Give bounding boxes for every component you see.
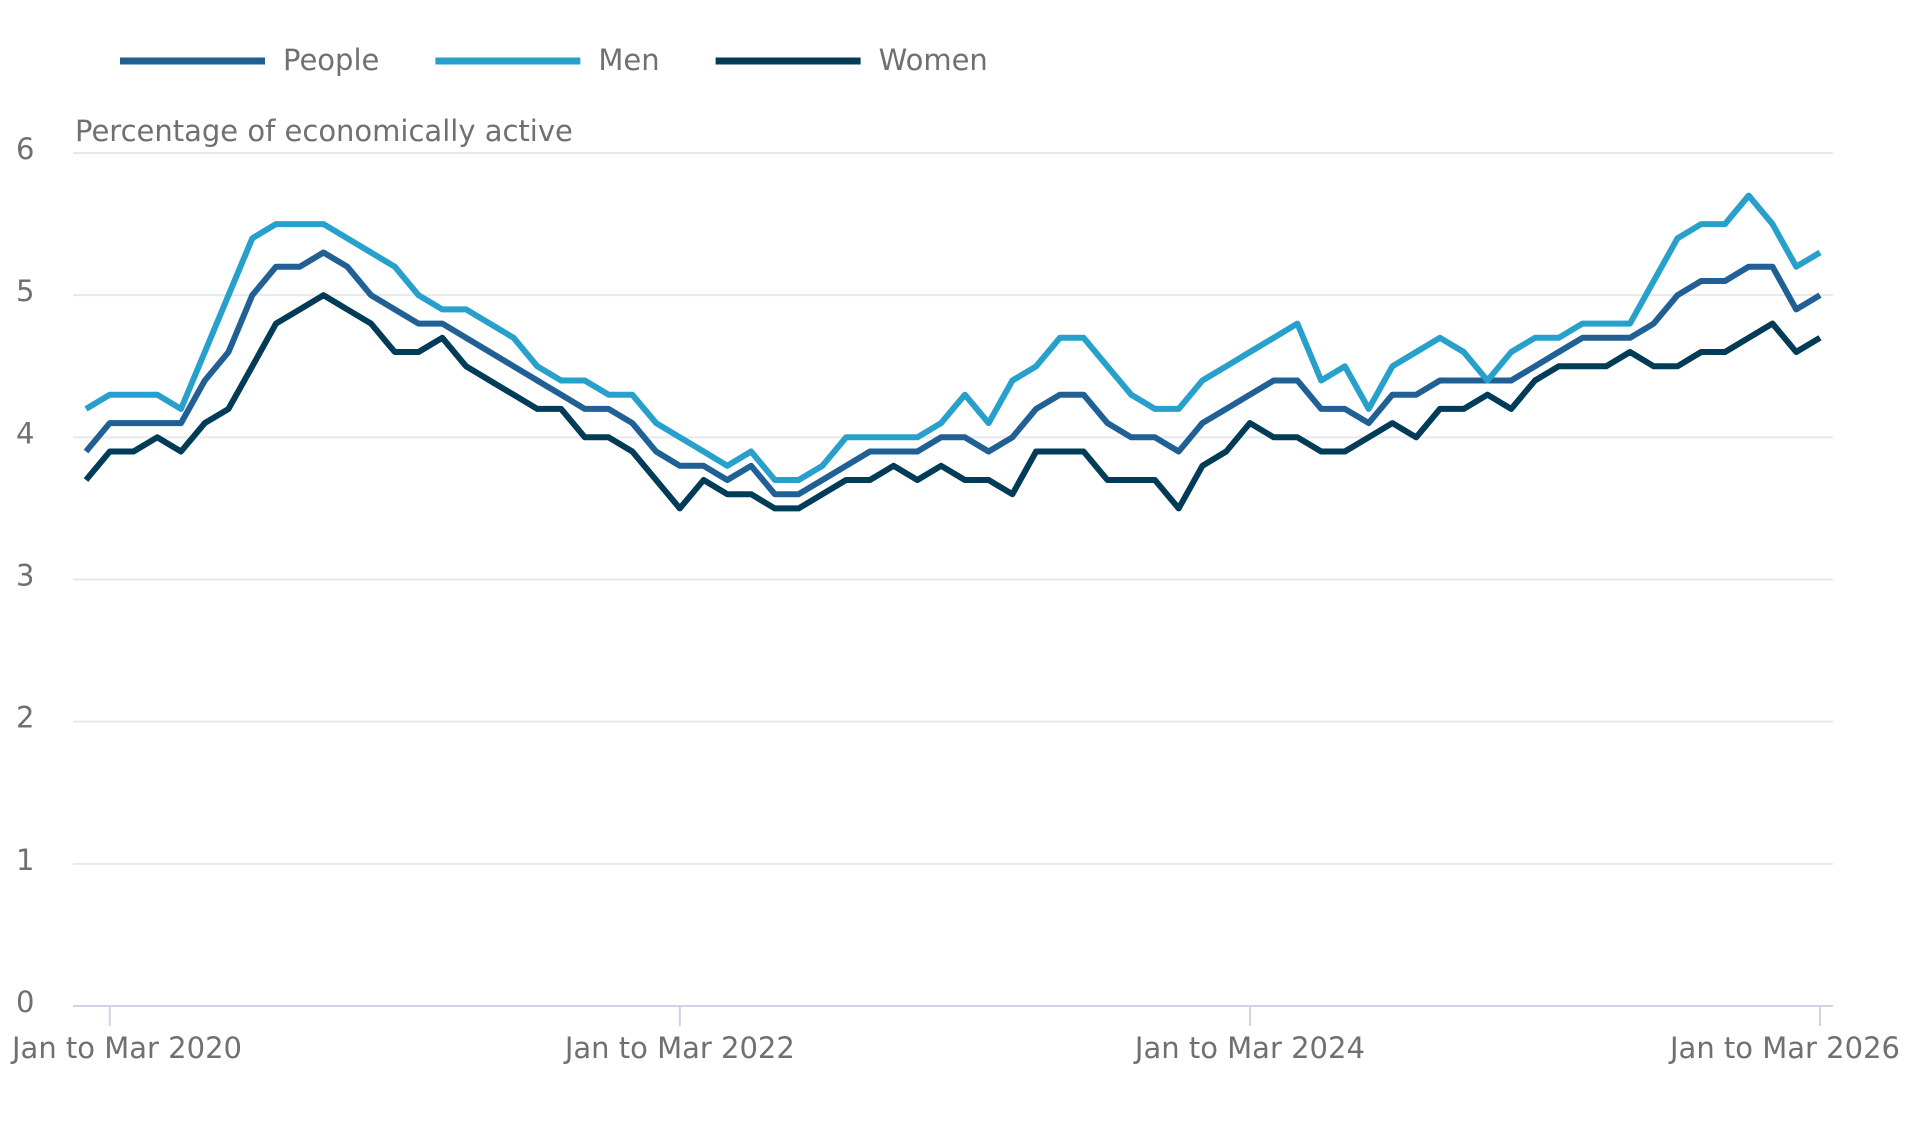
x-tick-label: Jan to Mar 2022 <box>563 1031 795 1065</box>
y-axis-label: Percentage of economically active <box>75 114 573 148</box>
series-line <box>83 249 1822 498</box>
x-tick-label: Jan to Mar 2020 <box>10 1031 242 1065</box>
y-tick-label: 3 <box>16 559 34 593</box>
y-tick-label: 1 <box>16 843 34 877</box>
x-tick-label: Jan to Mar 2024 <box>1133 1031 1365 1065</box>
y-tick-label: 5 <box>16 274 34 308</box>
x-tick-label: Jan to Mar 2026 <box>1668 1031 1900 1065</box>
legend-label: People <box>283 43 379 77</box>
y-tick-label: 6 <box>16 132 34 166</box>
legend-label: Men <box>598 43 659 77</box>
y-tick-label: 0 <box>16 985 34 1019</box>
y-tick-label: 4 <box>16 416 34 450</box>
series-line <box>83 292 1822 512</box>
series-line <box>84 192 1822 483</box>
legend-label: Women <box>879 43 988 77</box>
y-tick-label: 2 <box>16 701 34 735</box>
